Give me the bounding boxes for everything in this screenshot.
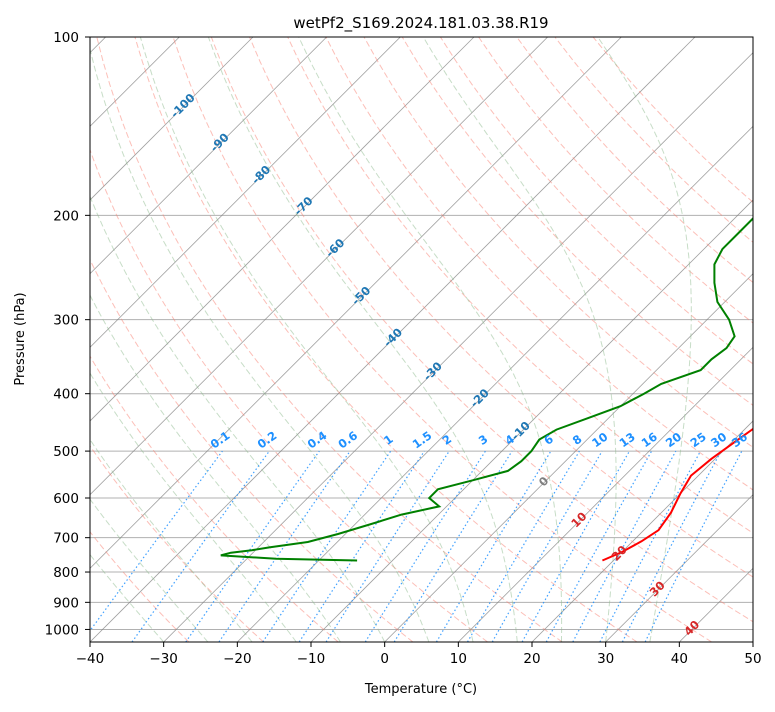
mixing-ratio-label: 13 [617,429,638,450]
isotherm-line [532,37,775,642]
x-tick-label: 30 [597,651,614,667]
isotherm-line [164,37,769,642]
plot-frame [90,37,753,642]
moist-adiabat-line [44,37,385,642]
x-tick-label: 50 [744,651,761,667]
mixing-ratio-label: 16 [639,429,660,450]
y-tick-label: 900 [53,595,79,611]
y-tick-label: 300 [53,313,79,329]
dry-adiabat-label: -70 [291,194,316,219]
dry-adiabat-label: -40 [381,325,406,350]
x-tick-label: −10 [297,651,326,667]
x-tick-label: −20 [223,651,252,667]
mixing-ratio-line [326,451,449,642]
x-tick-label: 0 [380,651,389,667]
dry-adiabat-label: 10 [568,509,589,530]
isotherm-line [0,37,253,642]
mixing-ratio-label: 0.6 [335,428,360,451]
isotherm-line [237,37,775,642]
y-tick-label: 400 [53,387,79,403]
dry-adiabat-label: -20 [467,386,492,411]
mixing-ratio-line [82,451,223,642]
mixing-ratio-line [299,451,424,642]
mixing-ratio-line [546,451,651,642]
dry-adiabat-label: -90 [207,130,232,155]
dry-adiabat-line [0,37,338,642]
x-axis-label: Temperature (°C) [364,682,477,697]
isotherm-line [0,37,327,642]
y-tick-label: 500 [53,444,79,460]
mixing-ratio-line [436,451,551,642]
chart-title: wetPf2_S169.2024.181.03.38.R19 [293,14,548,33]
dry-adiabat-line [0,37,189,642]
mixing-ratio-line [365,451,485,642]
dry-adiabat-label: -60 [323,236,348,261]
moist-adiabat-line [0,37,208,642]
moist-adiabat-line [140,37,473,642]
dry-adiabat-line [440,37,775,642]
isotherm-line [679,37,775,642]
dry-adiabat-line [288,37,775,642]
mixing-ratio-label: 1 [381,432,396,448]
mixing-ratio-label: 6 [541,432,556,448]
y-tick-label: 700 [53,531,79,547]
mixing-ratio-label: 10 [589,429,610,450]
mixing-ratio-label: 20 [663,429,684,450]
y-tick-label: 1000 [45,622,79,638]
x-tick-label: 40 [671,651,688,667]
x-tick-label: 10 [450,651,467,667]
mixing-ratio-label: 8 [570,432,585,448]
y-tick-label: 100 [53,30,79,46]
isotherm-line [0,37,548,642]
y-axis-label: Pressure (hPa) [13,292,28,385]
dry-adiabat-line [20,37,413,642]
dry-adiabat-label: -80 [249,162,274,187]
mixing-ratio-line [573,451,676,642]
isotherm-line [16,37,621,642]
x-tick-label: −30 [149,651,178,667]
mixing-ratio-label: 25 [688,429,709,450]
mixing-ratio-label: 3 [476,432,491,448]
isotherm-line [0,37,400,642]
moist-adiabat-line [0,37,252,642]
dry-adiabat-line [0,37,264,642]
mixing-ratio-line [468,451,580,642]
mixing-ratio-label: 1.5 [410,428,435,451]
dry-adiabat-label: -100 [168,91,198,121]
profile-series-line [602,37,775,561]
y-tick-label: 800 [53,565,79,581]
dry-adiabat-label: 40 [681,617,702,638]
moist-adiabat-line [8,37,340,642]
dry-adiabat-label: -30 [420,359,445,384]
x-tick-label: −40 [76,651,105,667]
mixing-ratio-label: 2 [440,432,455,448]
x-tick-label: 20 [523,651,540,667]
y-tick-label: 600 [53,491,79,507]
isotherm-line [753,37,775,642]
moist-adiabat-line [299,37,562,642]
dry-adiabat-label: 30 [647,578,668,599]
dry-adiabat-label: -50 [349,283,374,308]
y-tick-label: 200 [53,208,79,224]
dry-adiabat-label: 20 [609,543,630,564]
